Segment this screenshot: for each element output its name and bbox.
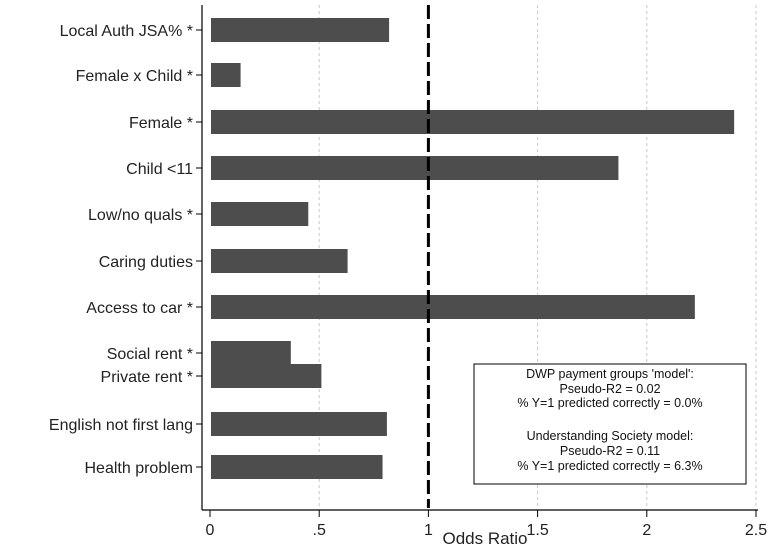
annotation-box [473,363,747,485]
category-labels: Local Auth JSA% * Female x Child * Female … [49,23,193,477]
annotation-line: Understanding Society model: [527,429,694,443]
bar [211,341,291,365]
x-tick-label: 1 [424,522,433,539]
x-tick-label: 2.5 [745,522,767,539]
category-label: Female x Child * [76,68,193,85]
category-label: Local Auth JSA% * [60,23,193,40]
x-tick-labels: 0 .5 1 1.5 2 2.5 [206,522,768,539]
annotation-line: Pseudo-R2 = 0.11 [560,444,660,458]
x-tick-label: 0 [206,522,215,539]
category-label: Child <11 [126,161,193,178]
annotation-line: % Y=1 predicted correctly = 0.0% [517,396,702,410]
category-label: Private rent * [101,369,193,386]
bar [211,63,241,87]
annotation-line: % Y=1 predicted correctly = 6.3% [517,459,702,473]
axes [196,5,758,517]
category-label: Caring duties [99,254,193,271]
category-label: Health problem [85,460,194,477]
category-label: Low/no quals * [88,207,193,224]
bar [211,455,383,479]
bar [211,295,695,319]
category-label: English not first lang [49,417,193,434]
bar [211,249,348,273]
bar [211,364,322,388]
bars [211,18,735,479]
category-label: Social rent * [107,346,193,363]
bar [211,156,619,180]
bar [211,18,390,42]
x-axis-title: Odds Ratio [442,529,527,548]
category-label: Access to car * [86,300,193,317]
bar [211,202,309,226]
annotation-line: DWP payment groups 'model': [526,367,694,381]
x-tick-label: 2 [642,522,651,539]
bar [211,412,387,436]
model-fit-annotation: DWP payment groups 'model':Pseudo-R2 = 0… [473,363,747,485]
x-tick-label: .5 [313,522,326,539]
x-tick-label: 1.5 [526,522,548,539]
category-label: Female * [129,115,193,132]
bar [211,110,735,134]
annotation-line: Pseudo-R2 = 0.02 [559,382,660,396]
